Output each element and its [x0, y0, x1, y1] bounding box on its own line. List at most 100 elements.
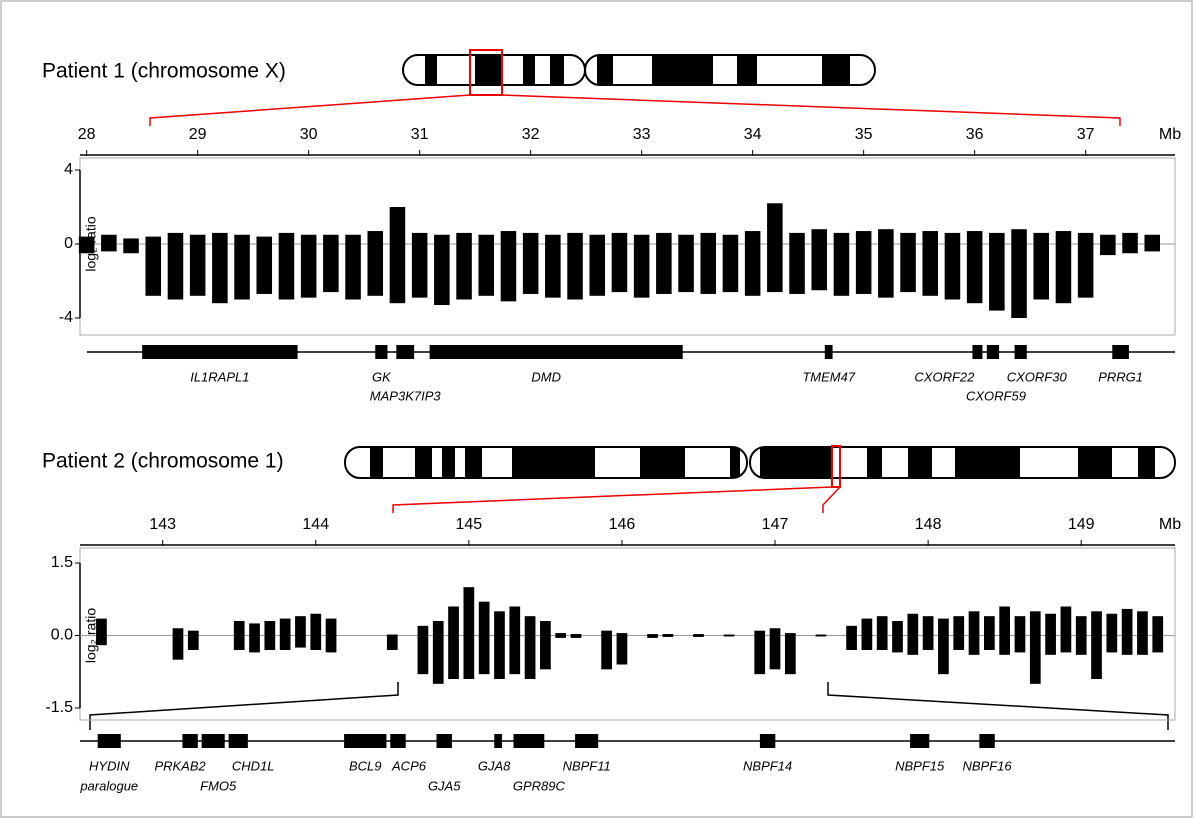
signal: [900, 232, 916, 293]
signal: [434, 234, 450, 306]
signal: [744, 231, 761, 296]
signal: [611, 232, 628, 293]
gene-label: BCL9: [349, 758, 382, 773]
signal: [1121, 608, 1133, 655]
x-tick-label: 30: [300, 126, 318, 143]
signal: [1033, 232, 1050, 300]
signal: [811, 229, 828, 291]
x-tick-label: 144: [302, 516, 329, 533]
gene: [344, 734, 387, 748]
gene-label: NBPF16: [962, 758, 1012, 773]
signal: [1106, 613, 1118, 653]
gene: [575, 734, 599, 748]
signal: [966, 231, 983, 304]
x-tick-label: 33: [633, 126, 651, 143]
gene: [986, 345, 1000, 359]
gene: [97, 734, 121, 748]
x-tick-label: 143: [149, 516, 176, 533]
gene-label: NBPF11: [563, 758, 611, 773]
signal: [861, 618, 873, 650]
signal: [522, 232, 539, 294]
ideogram-1: [344, 445, 1176, 513]
signal: [846, 625, 857, 650]
gene: [390, 734, 406, 748]
x-tick-label: 149: [1068, 516, 1095, 533]
signal: [545, 234, 561, 298]
signal: [417, 625, 429, 675]
signal: [784, 633, 796, 675]
signal: [524, 616, 536, 679]
signal: [189, 234, 206, 296]
signal: [101, 234, 117, 252]
gene-label: NBPF15: [895, 758, 945, 773]
signal: [345, 234, 361, 300]
gene-label: PRRG1: [1098, 369, 1143, 384]
signal: [1060, 606, 1072, 653]
signal: [1122, 232, 1138, 254]
gene: [436, 734, 452, 748]
gene-label: CXORF30: [1007, 369, 1068, 384]
gene-label: PRKAB2: [154, 758, 206, 773]
signal: [432, 621, 444, 684]
x-axis-label: Mb: [1159, 516, 1181, 533]
gene-label: FMO5: [200, 778, 237, 793]
signal: [555, 633, 567, 638]
signal: [723, 634, 735, 637]
x-tick-label: 34: [744, 126, 762, 143]
signal: [700, 232, 717, 294]
signal: [167, 232, 184, 300]
x-tick-label: 35: [855, 126, 873, 143]
signal: [1077, 232, 1094, 298]
signal: [678, 234, 694, 293]
signal: [662, 634, 674, 637]
signal: [989, 232, 1005, 311]
signal: [1055, 231, 1072, 304]
gene: [182, 734, 198, 748]
x-tick-label: 147: [762, 516, 789, 533]
gene-label: CHD1L: [232, 758, 275, 773]
gene-label: NBPF14: [743, 758, 792, 773]
ideogram-x: [149, 49, 1121, 126]
signal: [907, 613, 919, 655]
y-tick-label: 0.0: [51, 627, 73, 644]
x-tick-label: 145: [455, 516, 482, 533]
x-tick-label: 31: [411, 126, 429, 143]
signal: [944, 232, 961, 300]
signal: [448, 606, 459, 679]
y-tick-label: 4: [64, 161, 73, 178]
gene-label: CXORF59: [966, 388, 1026, 403]
signal: [983, 616, 995, 650]
signal: [500, 231, 517, 302]
signal: [256, 236, 273, 294]
y-tick-label: -1.5: [45, 699, 73, 716]
signal: [567, 232, 583, 300]
signal: [278, 232, 295, 300]
signal: [656, 232, 672, 294]
gene: [228, 734, 248, 748]
x-tick-label: 28: [78, 126, 96, 143]
signal: [310, 613, 322, 650]
x-tick-label: 36: [966, 126, 984, 143]
gene: [201, 734, 225, 748]
signal: [233, 621, 245, 650]
signal: [1144, 234, 1161, 252]
signal: [1091, 611, 1102, 679]
signal: [145, 236, 162, 296]
gene-label: IL1RAPL1: [190, 369, 249, 384]
gene-label: HYDIN: [89, 758, 130, 773]
gene: [142, 345, 298, 359]
signal: [938, 618, 949, 675]
signal: [1045, 613, 1056, 655]
signal: [616, 633, 628, 665]
signal: [300, 234, 317, 298]
signal: [647, 634, 658, 638]
signal: [367, 231, 384, 296]
signal: [722, 234, 739, 293]
gene: [824, 345, 833, 359]
signal: [463, 587, 475, 679]
signal: [1152, 616, 1164, 653]
gene-label: GK: [372, 369, 392, 384]
signal: [172, 628, 184, 660]
signal: [96, 618, 107, 646]
signal: [323, 234, 339, 293]
